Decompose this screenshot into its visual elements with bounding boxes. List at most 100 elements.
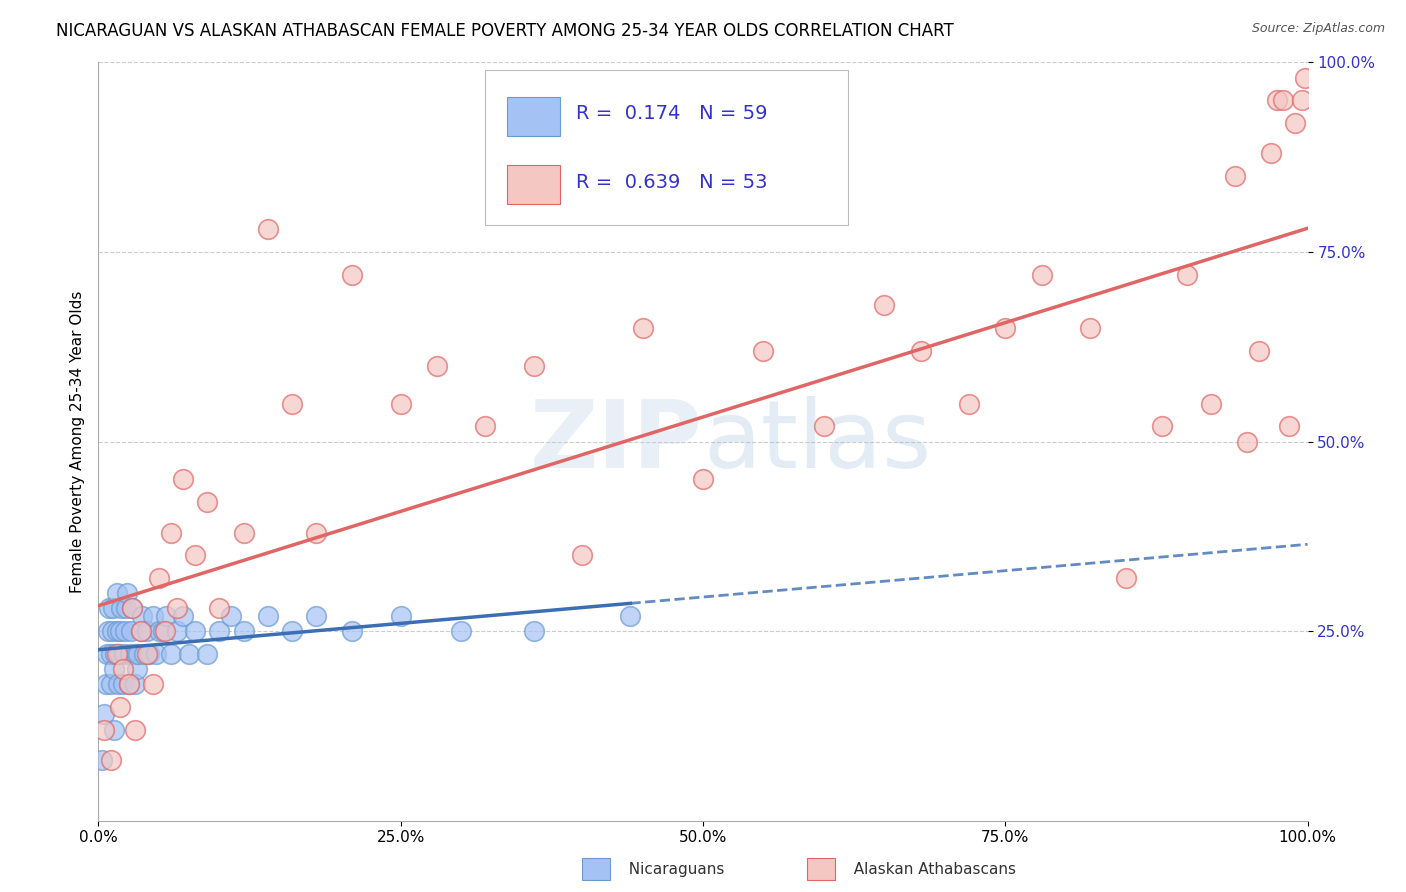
Point: [124, 723, 146, 737]
Point: [281, 396, 304, 410]
Point: [910, 343, 932, 358]
Point: [752, 343, 775, 358]
Point: [523, 359, 546, 373]
Point: [619, 608, 641, 623]
Point: [100, 624, 122, 639]
Point: [108, 699, 131, 714]
Point: [692, 473, 714, 487]
Point: [179, 647, 201, 661]
Point: [152, 624, 174, 639]
Point: [100, 753, 122, 767]
Point: [108, 624, 131, 639]
Point: [107, 677, 129, 691]
Point: [1152, 419, 1174, 434]
Point: [221, 608, 243, 623]
Point: [172, 473, 194, 487]
Text: Source: ZipAtlas.com: Source: ZipAtlas.com: [1251, 22, 1385, 36]
Point: [101, 601, 124, 615]
Point: [256, 222, 278, 236]
Point: [1115, 571, 1137, 585]
Point: [142, 677, 165, 691]
Point: [166, 624, 188, 639]
Point: [105, 624, 128, 639]
Point: [450, 624, 472, 639]
Point: [1278, 419, 1301, 434]
Text: R =  0.174   N = 59: R = 0.174 N = 59: [576, 104, 768, 123]
Point: [1236, 434, 1258, 449]
Point: [957, 396, 980, 410]
Point: [103, 723, 125, 737]
Point: [115, 601, 138, 615]
Point: [281, 624, 304, 639]
Y-axis label: Female Poverty Among 25-34 Year Olds: Female Poverty Among 25-34 Year Olds: [69, 291, 84, 592]
Point: [208, 601, 231, 615]
Point: [105, 586, 128, 600]
Point: [160, 647, 183, 661]
Text: Alaskan Athabascans: Alaskan Athabascans: [844, 863, 1015, 877]
Point: [523, 624, 546, 639]
Point: [110, 601, 132, 615]
Point: [305, 525, 328, 540]
Point: [118, 677, 141, 691]
Point: [129, 624, 152, 639]
Point: [100, 677, 122, 691]
Point: [94, 677, 117, 691]
Point: [111, 677, 134, 691]
Point: [195, 495, 218, 509]
Point: [121, 601, 143, 615]
Point: [121, 601, 143, 615]
Point: [571, 548, 593, 563]
Text: Nicaraguans: Nicaraguans: [619, 863, 724, 877]
Point: [1260, 146, 1282, 161]
Point: [389, 396, 412, 410]
Point: [129, 624, 152, 639]
Point: [105, 647, 128, 661]
Point: [124, 677, 146, 691]
Text: R =  0.639   N = 53: R = 0.639 N = 53: [576, 173, 768, 192]
Text: NICARAGUAN VS ALASKAN ATHABASCAN FEMALE POVERTY AMONG 25-34 YEAR OLDS CORRELATIO: NICARAGUAN VS ALASKAN ATHABASCAN FEMALE …: [56, 22, 955, 40]
Point: [125, 647, 148, 661]
Point: [117, 586, 139, 600]
Point: [232, 525, 254, 540]
Point: [1078, 320, 1101, 334]
Point: [103, 662, 125, 676]
Point: [256, 608, 278, 623]
Point: [1175, 268, 1198, 282]
Point: [160, 525, 183, 540]
Point: [232, 624, 254, 639]
Point: [1223, 169, 1246, 184]
FancyBboxPatch shape: [508, 165, 561, 204]
Point: [155, 608, 177, 623]
Point: [873, 298, 896, 312]
Point: [813, 419, 835, 434]
Point: [474, 419, 496, 434]
Point: [172, 608, 194, 623]
Point: [100, 647, 122, 661]
Point: [426, 359, 449, 373]
Point: [96, 647, 118, 661]
Point: [114, 624, 136, 639]
Point: [1031, 268, 1053, 282]
Text: atlas: atlas: [703, 395, 931, 488]
Point: [91, 753, 114, 767]
Point: [93, 707, 115, 722]
Point: [389, 608, 412, 623]
Point: [97, 624, 120, 639]
Point: [134, 647, 156, 661]
Point: [131, 608, 153, 623]
Point: [342, 624, 364, 639]
Point: [98, 601, 121, 615]
Point: [1272, 94, 1295, 108]
Point: [305, 608, 328, 623]
Point: [148, 571, 170, 585]
Point: [127, 647, 149, 661]
Point: [104, 647, 127, 661]
Point: [166, 601, 188, 615]
Point: [153, 624, 176, 639]
Point: [342, 268, 364, 282]
Point: [142, 608, 165, 623]
Point: [195, 647, 218, 661]
FancyBboxPatch shape: [508, 96, 561, 136]
Point: [1294, 70, 1316, 85]
Point: [118, 647, 141, 661]
